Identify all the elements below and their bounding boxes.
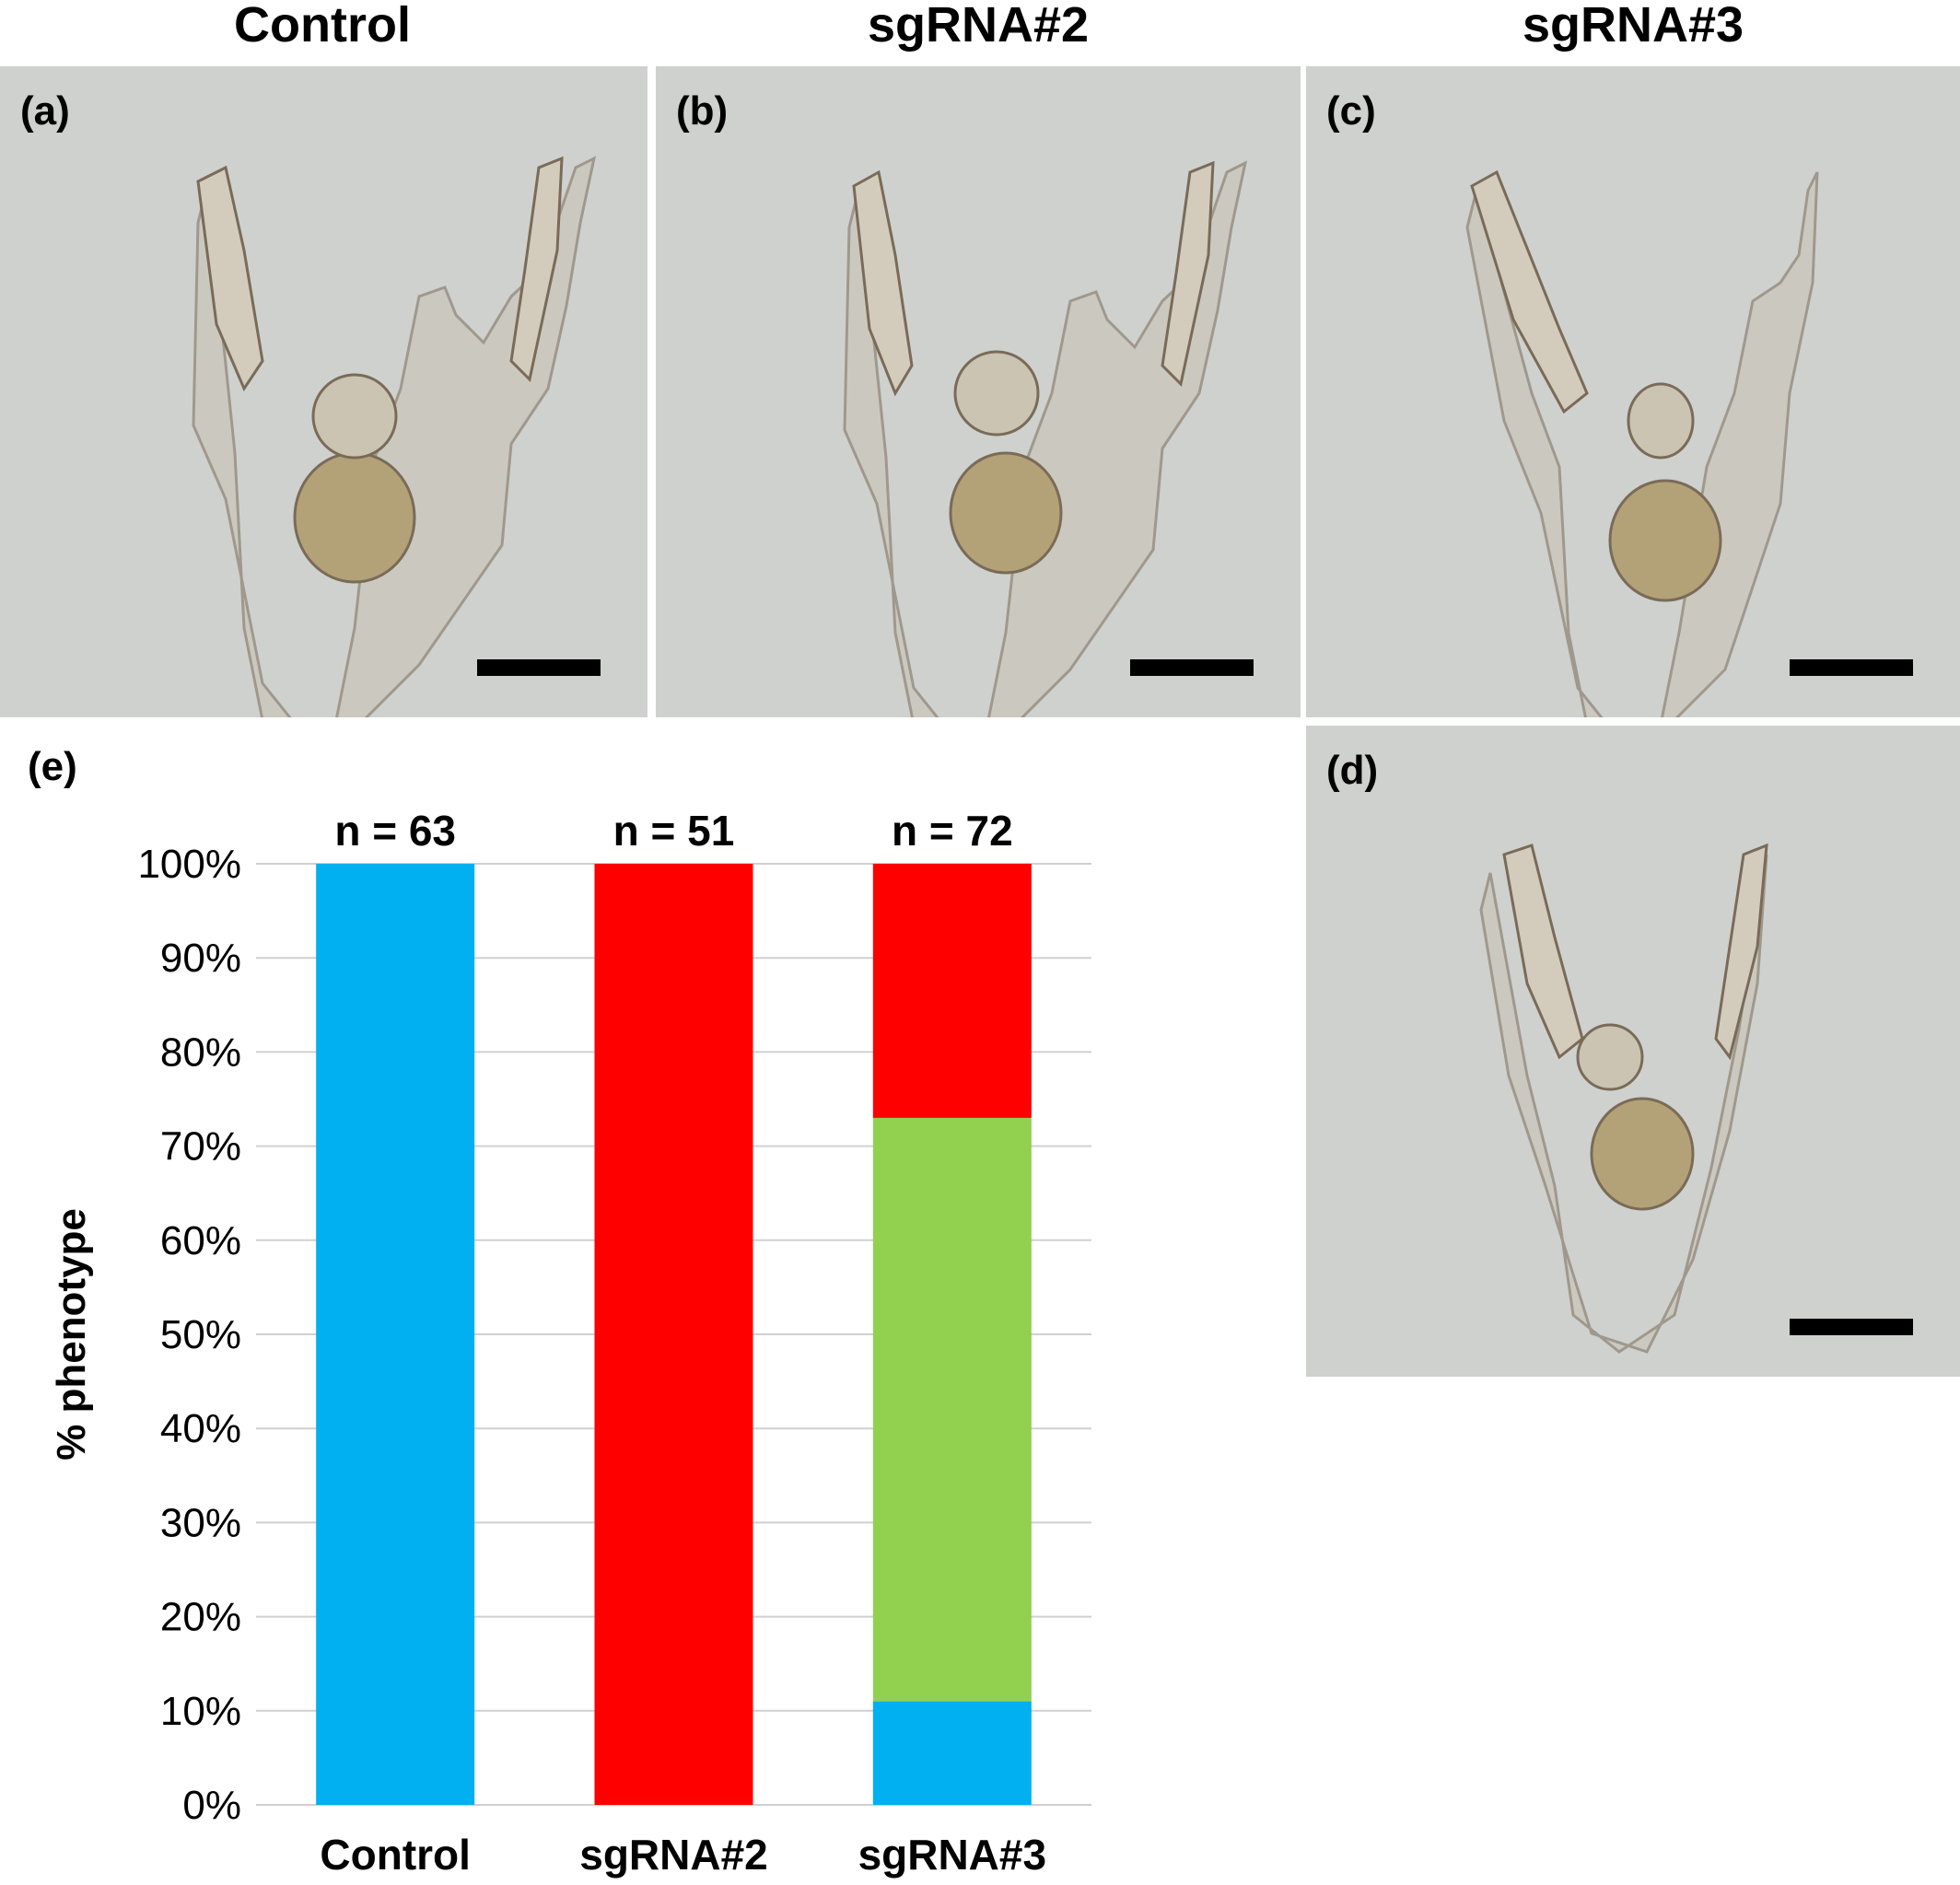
photo-panel-a: (a) — [0, 66, 648, 717]
y-tick-label: 10% — [160, 1689, 241, 1734]
x-category-label: Control — [320, 1831, 471, 1879]
larva-illustration — [843, 160, 1248, 717]
y-tick-label: 90% — [160, 936, 241, 981]
scale-bar — [1790, 1319, 1913, 1335]
y-tick-label: 60% — [160, 1218, 241, 1263]
larva-illustration — [1479, 843, 1768, 1354]
sample-size-label: n = 63 — [334, 807, 456, 855]
scale-bar — [1790, 659, 1913, 676]
y-tick-label: 50% — [160, 1312, 241, 1357]
y-tick-label: 40% — [160, 1406, 241, 1451]
y-tick-label: 20% — [160, 1595, 241, 1640]
photo-panel-d: (d) — [1306, 726, 1960, 1377]
column-title-sgrna2: sgRNA#2 — [867, 0, 1090, 52]
y-tick-label: 0% — [182, 1783, 241, 1828]
y-axis-label: % phenotype — [49, 1208, 94, 1460]
x-category-label: sgRNA#3 — [858, 1831, 1047, 1879]
y-tick-label: 100% — [137, 842, 241, 887]
larva-illustration — [1465, 169, 1819, 717]
bar-segment — [872, 1117, 1032, 1702]
y-tick-label: 70% — [160, 1124, 241, 1169]
larva-illustration — [192, 156, 597, 717]
stacked-bar-chart: 0% 10% 20% 30% 40% 50% 60% 70% 80% 90% 100% % pheno… — [49, 807, 1091, 1879]
scale-bar — [1130, 659, 1254, 676]
y-tick-label: 30% — [160, 1500, 241, 1545]
bar-segment — [594, 864, 753, 1805]
y-tick-label: 80% — [160, 1030, 241, 1075]
sample-size-label: n = 51 — [613, 807, 735, 855]
panel-label-c: (c) — [1326, 88, 1376, 134]
photo-panel-b: (b) — [656, 66, 1301, 717]
panel-label-b: (b) — [676, 88, 729, 134]
bar-segment — [316, 864, 475, 1805]
column-title-sgrna3: sgRNA#3 — [1522, 0, 1744, 52]
bar-segment — [872, 1701, 1032, 1805]
panel-label-a: (a) — [20, 88, 70, 134]
panel-label-e: (e) — [28, 744, 77, 789]
bar-segment — [872, 864, 1032, 1118]
scale-bar — [477, 659, 601, 676]
sample-size-label: n = 72 — [892, 807, 1013, 855]
photo-panel-c: (c) — [1306, 66, 1960, 717]
x-category-label: sgRNA#2 — [579, 1831, 768, 1879]
panel-label-d: (d) — [1326, 748, 1379, 793]
column-title-control: Control — [234, 0, 411, 52]
